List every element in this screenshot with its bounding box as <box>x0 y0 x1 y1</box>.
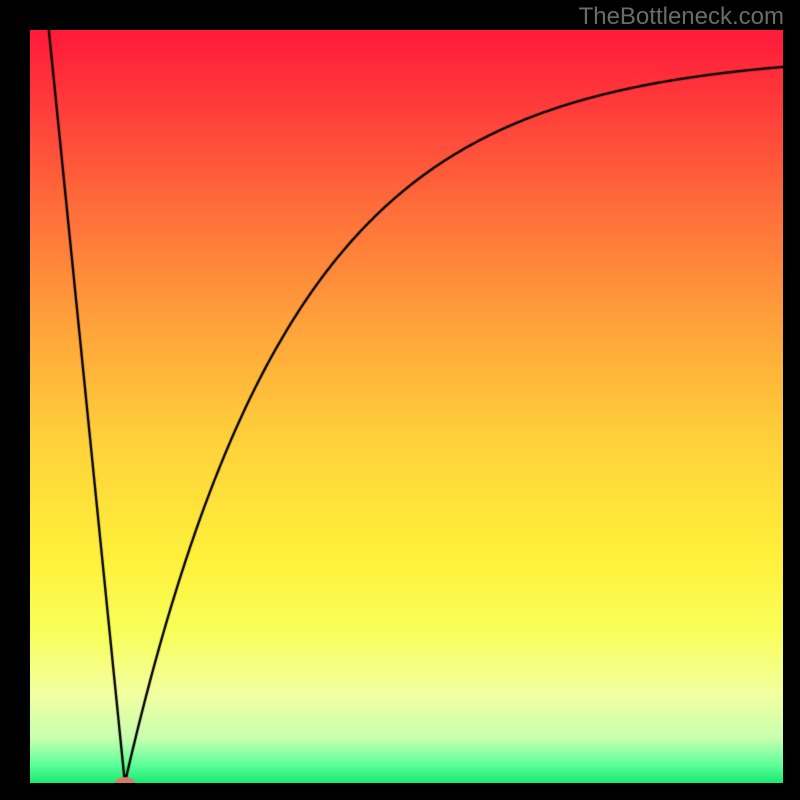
watermark-label: TheBottleneck.com <box>579 3 784 31</box>
bottleneck-chart <box>30 30 783 783</box>
